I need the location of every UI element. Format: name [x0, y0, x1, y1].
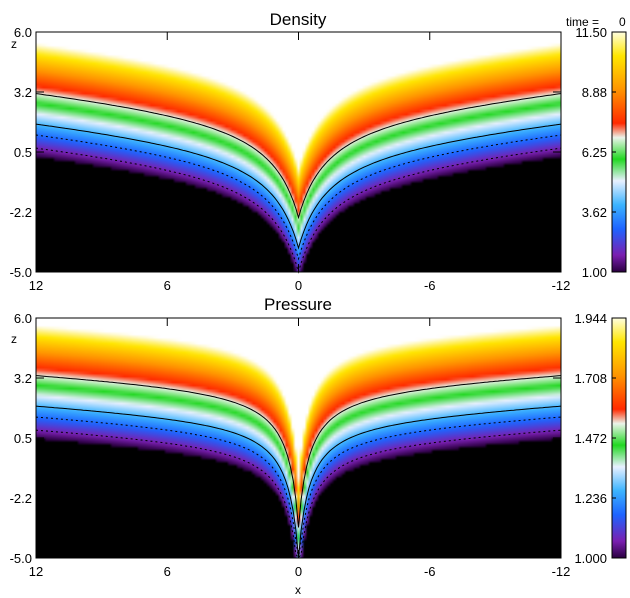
density-axes: 12 6 0 -6 -12 6.0 3.2 0.5 -2.2 -5.0 — [10, 25, 571, 293]
pressure-xtick-label: -12 — [552, 564, 571, 579]
density-heatmap — [36, 32, 561, 272]
density-colorbar-label: 3.62 — [582, 205, 607, 220]
pressure-colorbar-label: 1.708 — [574, 371, 607, 386]
density-xtick-label: -6 — [424, 278, 436, 293]
pressure-contour-0 — [35, 375, 562, 528]
pressure-ytick-label: 6.0 — [14, 311, 32, 326]
pressure-plot-area: 12 6 0 -6 -12 6.0 3.2 0.5 -2.2 -5.0 — [10, 311, 571, 579]
pressure-colorbar: 1.944 1.708 1.472 1.236 1.000 — [574, 311, 627, 566]
pressure-colorbar-label: 1.472 — [574, 431, 607, 446]
pressure-colorbar-label: 1.944 — [574, 311, 607, 326]
density-title: Density — [270, 10, 327, 29]
density-ytick-label: 3.2 — [14, 85, 32, 100]
pressure-xlabel: x — [295, 583, 301, 597]
density-ytick-label: -2.2 — [10, 205, 32, 220]
density-ylabel: z — [11, 37, 17, 51]
density-colorbar-label: 11.50 — [575, 25, 607, 40]
pressure-colorbar-ticks: 1.944 1.708 1.472 1.236 1.000 — [574, 311, 616, 566]
pressure-ylabel: z — [11, 332, 17, 346]
time-label: time = — [566, 15, 599, 29]
density-xtick-label: 6 — [164, 278, 171, 293]
pressure-ytick-label: -5.0 — [10, 551, 32, 566]
time-value: 0 — [619, 15, 626, 29]
pressure-heatmap — [36, 318, 561, 558]
pressure-xtick-label: 12 — [29, 564, 43, 579]
density-contour-1 — [35, 123, 562, 250]
pressure-colorbar-label: 1.000 — [574, 551, 607, 566]
pressure-panel: Pressure z 12 6 0 -6 -12 6.0 3.2 0.5 -2.2 -5.0 1.… — [10, 295, 627, 597]
density-colorbar-label: 8.88 — [582, 85, 607, 100]
density-ytick-label: 0.5 — [14, 145, 32, 160]
density-contour-0 — [35, 93, 562, 220]
density-xtick-label: 12 — [29, 278, 43, 293]
pressure-ytick-label: -2.2 — [10, 491, 32, 506]
density-plot-area: 12 6 0 -6 -12 6.0 3.2 0.5 -2.2 -5.0 — [10, 25, 571, 293]
pressure-ytick-label: 3.2 — [14, 371, 32, 386]
pressure-colorbar-label: 1.236 — [574, 491, 607, 506]
density-colorbar-label: 1.00 — [582, 265, 607, 280]
density-xtick-label: -12 — [552, 278, 571, 293]
pressure-xtick-label: 6 — [164, 564, 171, 579]
density-xtick-label: 0 — [295, 278, 302, 293]
density-panel: Density z 12 6 0 -6 -12 6.0 3.2 0.5 -2.2 -5.0 11.… — [10, 10, 627, 293]
density-colorbar: 11.50 8.88 6.25 3.62 1.00 — [575, 25, 627, 280]
density-ytick-label: 6.0 — [14, 25, 32, 40]
density-colorbar-ticks: 11.50 8.88 6.25 3.62 1.00 — [575, 25, 616, 280]
pressure-ytick-label: 0.5 — [14, 431, 32, 446]
density-colorbar-label: 6.25 — [582, 145, 607, 160]
density-contour-2 — [35, 134, 562, 261]
pressure-xtick-label: -6 — [424, 564, 436, 579]
pressure-xtick-label: 0 — [295, 564, 302, 579]
pressure-axes: 12 6 0 -6 -12 6.0 3.2 0.5 -2.2 -5.0 — [10, 311, 571, 579]
density-ytick-label: -5.0 — [10, 265, 32, 280]
pressure-title: Pressure — [264, 295, 332, 314]
